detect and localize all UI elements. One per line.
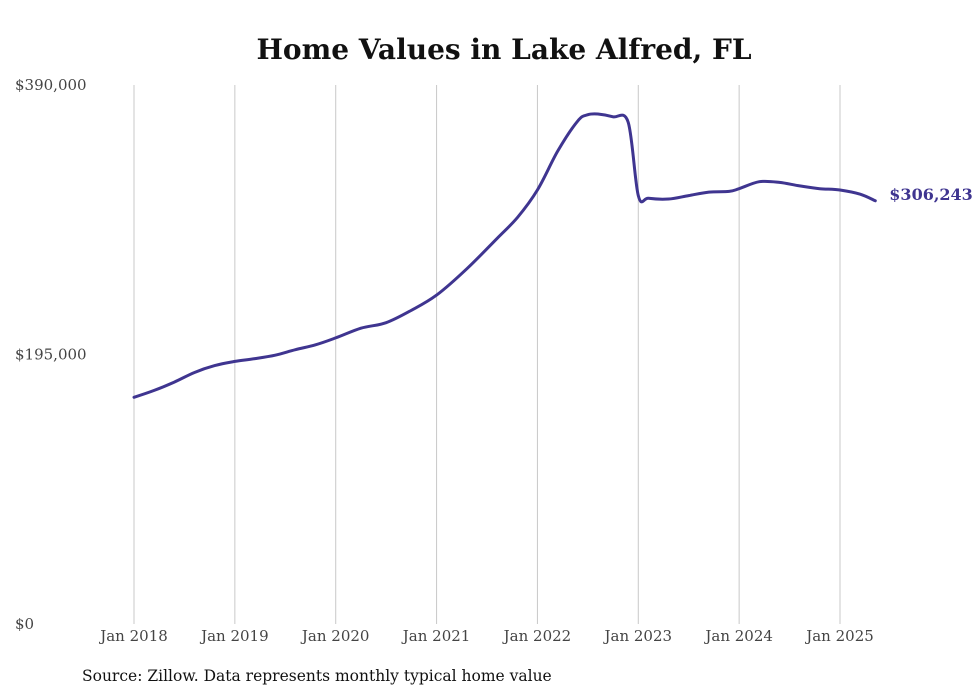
source-note: Source: Zillow. Data represents monthly … — [82, 667, 552, 685]
x-tick-label: Jan 2025 — [804, 627, 874, 645]
x-tick-label: Jan 2024 — [703, 627, 773, 645]
end-value-label: $306,243 — [889, 185, 973, 204]
x-tick-label: Jan 2021 — [401, 627, 471, 645]
x-tick-label: Jan 2018 — [98, 627, 168, 645]
x-tick-label: Jan 2019 — [199, 627, 269, 645]
y-tick-label: $0 — [15, 615, 34, 633]
y-axis-ticks: $0 $195,000 $390,000 — [15, 76, 87, 633]
x-tick-label: Jan 2023 — [603, 627, 673, 645]
x-tick-label: Jan 2022 — [502, 627, 572, 645]
chart-title: Home Values in Lake Alfred, FL — [256, 33, 751, 66]
y-tick-label: $195,000 — [15, 346, 87, 364]
x-tick-label: Jan 2020 — [300, 627, 370, 645]
x-axis-ticks: Jan 2018 Jan 2019 Jan 2020 Jan 2021 Jan 2022… — [98, 627, 874, 645]
gridlines — [133, 85, 841, 624]
home-value-line — [132, 112, 877, 399]
y-tick-label: $390,000 — [15, 76, 87, 94]
